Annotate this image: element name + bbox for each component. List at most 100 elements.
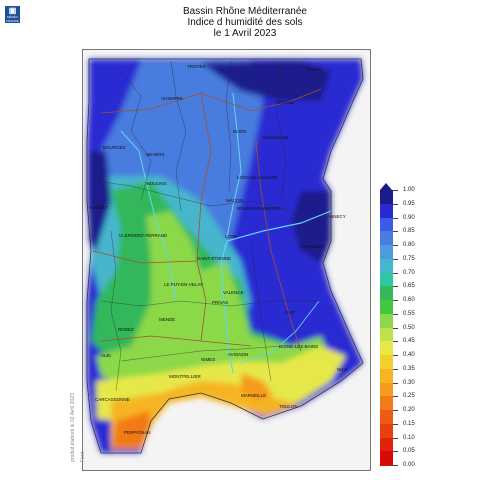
colorbar-segment	[380, 382, 393, 397]
colorbar-tick-mark	[393, 396, 398, 398]
saone-river	[226, 92, 242, 238]
colorbar-tick-label: 0.90	[403, 214, 415, 221]
colorbar-tick-mark	[393, 451, 398, 453]
colorbar-tick-mark	[393, 217, 398, 219]
title-line-3: le 1 Avril 2023	[213, 28, 277, 39]
region-boundaries	[92, 88, 322, 352]
colorbar-tick-mark	[393, 437, 398, 439]
soil-moisture-map: TROYES AUXERRE BESANÇON DIJON BOURGES NEVERS M…	[86, 58, 364, 454]
city-label: TOULON	[279, 404, 298, 409]
city-label: CHAMBÉRY	[299, 243, 324, 249]
colorbar-segment	[380, 423, 393, 438]
city-labels: TROYES AUXERRE BESANÇON DIJON BOURGES NEVERS M…	[89, 64, 348, 435]
city-label: BOURG-EN-BRESSE	[237, 206, 281, 211]
colorbar-segment	[380, 410, 393, 425]
colorbar-tick-mark	[393, 465, 398, 466]
colorbar-tick-mark	[393, 245, 398, 246]
colorbar-tick-label: 0.80	[403, 242, 415, 248]
colorbar-tick-label: 0.50	[403, 324, 415, 331]
colorbar-tick-label: 0.95	[403, 200, 415, 207]
colorbar-segment	[380, 286, 393, 301]
city-label: ALBI	[101, 353, 111, 358]
colorbar-tick-label: 0.65	[403, 283, 415, 290]
city-label: MARSEILLE	[241, 393, 266, 398]
light-green-zone	[96, 211, 331, 386]
colorbar-segment	[380, 258, 393, 273]
colorbar-tick-label: 0.70	[403, 269, 415, 276]
colorbar-segment	[380, 245, 393, 260]
colorbar-tick-label: 0.30	[403, 379, 415, 386]
colorbar-tick-label: 0.45	[403, 338, 415, 345]
rhone-river	[220, 210, 332, 374]
colorbar-segment	[380, 190, 393, 205]
city-label: NIMES	[201, 357, 215, 362]
production-credit: produit élaboré le 02 Avril 2023	[70, 393, 76, 462]
colorbar-tick-label: 0.00	[403, 462, 415, 468]
colorbar-tick-mark	[393, 286, 398, 288]
city-label: ANNECY	[327, 214, 346, 219]
city-label: PERPIGNAN	[124, 430, 151, 435]
dry-provence-zone	[241, 373, 273, 401]
city-label: GUÉRET	[89, 204, 108, 210]
colorbar-tick-mark	[393, 355, 398, 356]
city-label: TROYES	[187, 64, 206, 69]
wet-limousin-zone	[89, 151, 111, 251]
colorbar-tick-mark	[393, 341, 398, 343]
colorbar-segment	[380, 396, 393, 411]
city-label: VALENCE	[223, 290, 244, 295]
colorbar-max-arrow	[380, 183, 392, 190]
colorbar-tick-mark	[393, 272, 398, 274]
colorbar-segment	[380, 327, 393, 342]
central-moist-zone	[101, 61, 263, 271]
city-label: NICE	[337, 367, 348, 372]
colorbar-segment	[380, 231, 393, 246]
wet-alps-zone	[291, 191, 331, 263]
city-label: DIGNE-LES-BAINS	[279, 344, 318, 349]
colorbar-tick-label: 0.10	[403, 434, 415, 441]
colorbar-segment	[380, 300, 393, 315]
city-label: DIJON	[233, 129, 247, 134]
dry-roussillon-zone	[113, 411, 151, 448]
colorbar-segment	[380, 451, 393, 466]
colorbar-tick-label: 0.60	[403, 297, 415, 303]
colorbar-tick-mark	[393, 203, 398, 205]
department-boundaries	[95, 60, 321, 392]
city-label: BOURGES	[103, 145, 126, 150]
city-label: LONS-LE-SAUNIER	[237, 175, 279, 180]
colorbar-segment	[380, 217, 393, 232]
colorbar-tick-mark	[393, 382, 398, 384]
city-label: VESOUL	[276, 100, 295, 105]
city-label: PRIVAS	[212, 300, 228, 305]
colorbar-tick-label: 0.25	[403, 393, 415, 400]
city-label: CARCASSONNE	[95, 397, 130, 402]
colorbar-tick-label: 0.05	[403, 448, 415, 455]
colorbar-tick-mark	[393, 313, 398, 315]
colorbar-tick-mark	[393, 190, 398, 191]
wet-north-zone	[201, 61, 331, 101]
colorbar-tick-label: 0.15	[403, 420, 415, 427]
colorbar-tick-label: 0.75	[403, 255, 415, 262]
colorbar-segment	[380, 437, 393, 452]
city-label: NEVERS	[146, 152, 165, 157]
colorbar-tick-label: 0.20	[403, 407, 415, 413]
colorbar-tick-mark	[393, 231, 398, 233]
city-label: MENDE	[159, 317, 175, 322]
title-line-1: Bassin Rhône Méditerranée	[183, 6, 307, 17]
colorbar-tick-label: 0.35	[403, 365, 415, 372]
colorbar-tick-mark	[393, 410, 398, 411]
moisture-colorbar	[380, 190, 393, 466]
meteo-france-logo: ▣ MÉTÉO FRANCE	[5, 6, 20, 23]
basin-boundary	[86, 58, 364, 454]
city-label: AVIGNON	[228, 352, 248, 357]
colorbar-tick-label: 0.40	[403, 352, 415, 358]
colorbar-segment	[380, 341, 393, 356]
colorbar-tick-mark	[393, 423, 398, 425]
colorbar-tick-mark	[393, 368, 398, 370]
colorbar-tick-mark	[393, 258, 398, 260]
colorbar-tick-label: 0.85	[403, 228, 415, 235]
colorbar-segment	[380, 272, 393, 287]
city-label: AUXERRE	[161, 96, 183, 101]
title-line-2: Indice d humidité des sols	[187, 17, 303, 28]
city-label: LE PUY-EN-VELAY	[164, 282, 203, 287]
colorbar-tick-mark	[393, 327, 398, 329]
